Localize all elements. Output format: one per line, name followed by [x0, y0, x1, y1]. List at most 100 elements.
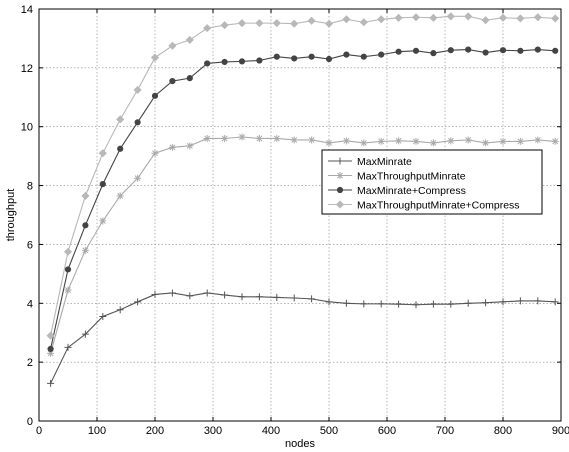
- circle-marker: [378, 51, 385, 58]
- star-marker: [395, 137, 403, 145]
- diamond-marker: [533, 13, 542, 22]
- x-tick-label: 100: [88, 425, 106, 437]
- series-group: [46, 12, 560, 387]
- circle-marker: [308, 53, 315, 60]
- star-marker: [203, 134, 211, 142]
- x-axis-label: nodes: [285, 438, 315, 450]
- diamond-marker: [481, 16, 490, 25]
- y-tick-label: 8: [27, 181, 33, 193]
- y-tick-label: 12: [21, 63, 33, 75]
- star-marker: [255, 134, 263, 142]
- circle-marker: [552, 47, 559, 54]
- y-tick-label: 0: [27, 416, 33, 428]
- circle-marker: [151, 92, 159, 99]
- x-tick-label: 900: [552, 425, 569, 437]
- y-tick-label: 4: [27, 298, 33, 310]
- star-marker: [464, 136, 472, 144]
- plus-marker: [186, 292, 194, 300]
- star-marker: [336, 172, 344, 179]
- legend-label: MaxMinrate+Compress: [357, 185, 466, 197]
- diamond-marker: [516, 14, 525, 23]
- y-axis-label: throughput: [5, 189, 17, 242]
- plus-marker: [325, 298, 333, 306]
- star-marker: [412, 137, 420, 145]
- plus-marker: [429, 300, 437, 308]
- plus-marker: [516, 297, 524, 305]
- circle-marker: [238, 58, 246, 65]
- plus-marker: [273, 293, 281, 301]
- circle-marker: [134, 119, 141, 126]
- star-marker: [342, 137, 350, 145]
- star-marker: [81, 246, 89, 254]
- star-marker: [551, 137, 559, 145]
- legend-item: MaxMinrate+Compress: [328, 185, 466, 197]
- circle-marker: [82, 222, 89, 229]
- star-marker: [134, 174, 142, 182]
- plus-marker: [47, 379, 55, 387]
- plus-marker: [534, 297, 542, 305]
- star-marker: [99, 217, 107, 225]
- star-marker: [429, 139, 437, 147]
- star-marker: [186, 142, 194, 150]
- legend-label: MaxThroughputMinrate: [357, 170, 466, 182]
- x-tick-label: 600: [378, 425, 396, 437]
- grid-lines: [39, 9, 561, 421]
- x-tick-label: 700: [436, 425, 454, 437]
- circle-marker: [291, 55, 298, 62]
- series-maxminrate-compress: [47, 46, 559, 352]
- circle-marker: [47, 345, 54, 352]
- circle-marker: [169, 78, 176, 85]
- y-tick-label: 10: [21, 122, 33, 134]
- diamond-marker: [551, 14, 560, 23]
- plus-marker: [308, 295, 316, 303]
- legend-item: MaxMinrate: [328, 156, 412, 168]
- series-maxthroughputminrate-compress: [46, 12, 560, 340]
- x-tick-label: 400: [262, 425, 280, 437]
- diamond-marker: [185, 35, 194, 45]
- axis-ticks: 0 100 200 300 400 500 600 700 800 900 0 2 4 6 8 10 12 14: [21, 4, 569, 437]
- legend-item: MaxThroughputMinrate: [328, 170, 466, 182]
- diamond-marker: [98, 149, 107, 158]
- plus-marker: [499, 298, 507, 306]
- plus-marker: [447, 300, 455, 308]
- diamond-marker: [394, 13, 403, 22]
- star-marker: [47, 349, 55, 357]
- diamond-marker: [220, 21, 229, 30]
- star-marker: [360, 139, 368, 147]
- star-marker: [534, 136, 542, 144]
- y-tick-label: 2: [27, 357, 33, 369]
- plus-marker: [64, 343, 72, 351]
- plus-marker: [255, 293, 263, 301]
- star-marker: [64, 286, 72, 294]
- star-marker: [290, 136, 298, 144]
- star-marker: [238, 133, 246, 141]
- circle-marker: [256, 57, 263, 64]
- circle-marker: [517, 47, 524, 54]
- plus-marker: [290, 294, 298, 302]
- circle-marker: [99, 181, 106, 188]
- series-maxthroughputminrate: [47, 133, 559, 357]
- diamond-marker: [429, 13, 438, 22]
- star-marker: [499, 137, 507, 145]
- series-line: [50, 292, 556, 384]
- circle-marker: [412, 47, 420, 54]
- star-marker: [447, 137, 455, 145]
- circle-marker: [336, 186, 344, 194]
- x-tick-label: 500: [320, 425, 338, 437]
- diamond-marker: [446, 12, 455, 21]
- diamond-marker: [255, 18, 264, 28]
- plus-marker: [464, 299, 472, 307]
- plot-area-frame: [38, 8, 562, 422]
- circle-marker: [325, 55, 333, 63]
- diamond-marker: [272, 18, 281, 28]
- circle-marker: [395, 48, 402, 55]
- circle-marker: [430, 50, 437, 57]
- x-tick-label: 300: [204, 425, 222, 437]
- diamond-marker: [377, 15, 386, 24]
- star-marker: [273, 134, 281, 142]
- plus-marker: [81, 330, 89, 338]
- plus-marker: [412, 301, 420, 309]
- circle-marker: [64, 266, 72, 273]
- diamond-marker: [335, 200, 345, 209]
